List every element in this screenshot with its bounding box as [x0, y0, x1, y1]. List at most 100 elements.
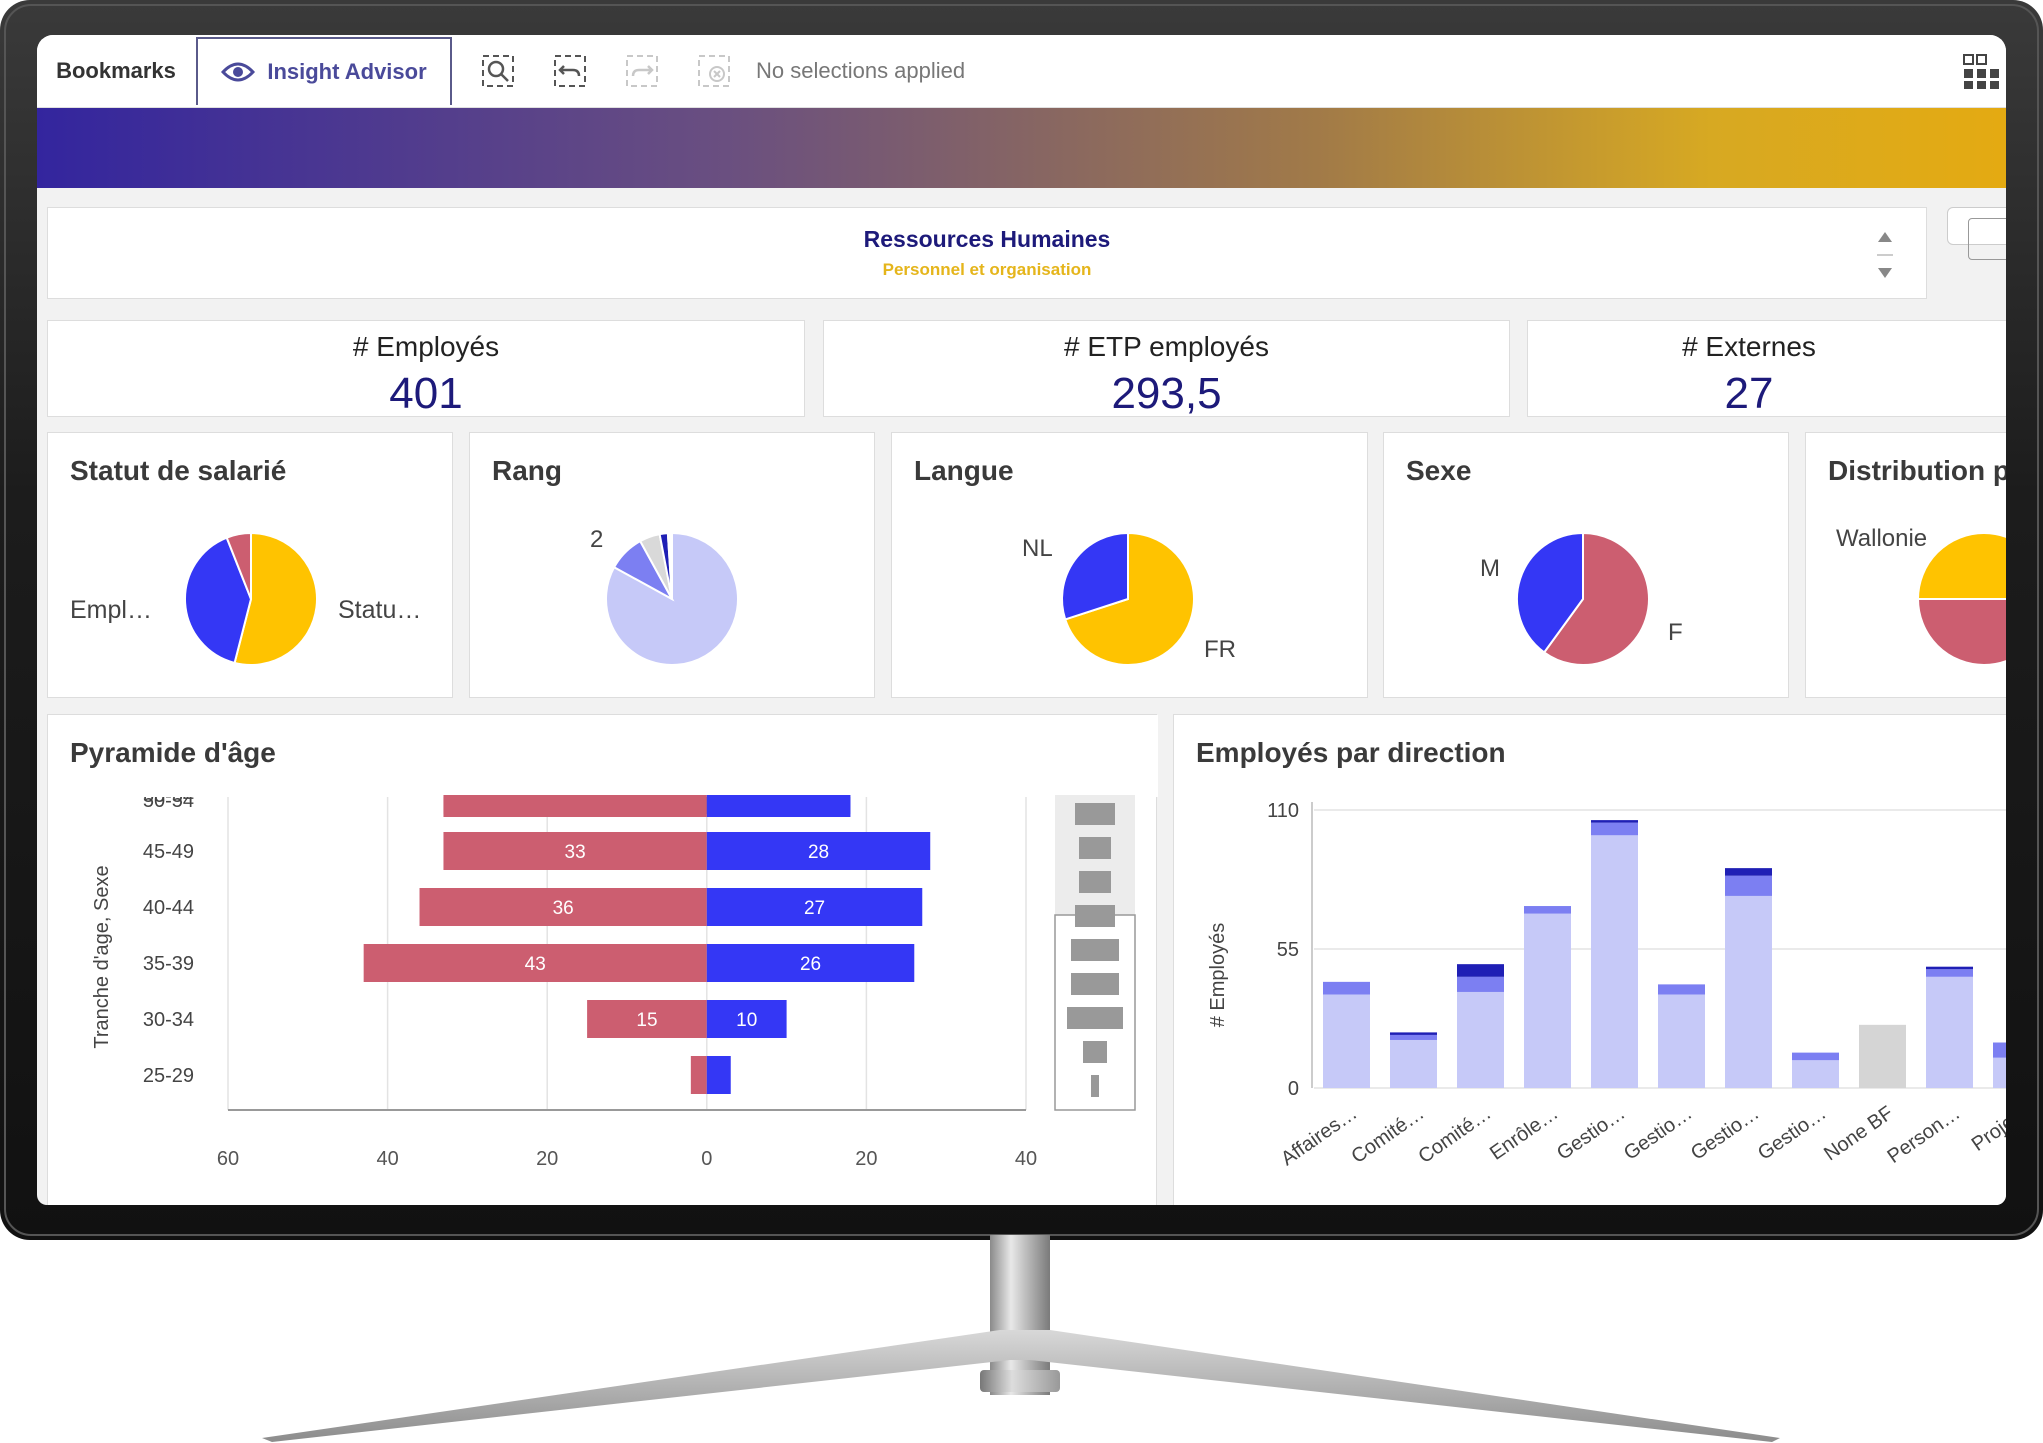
pie-slice[interactable] — [1916, 598, 2006, 666]
eye-icon — [221, 62, 256, 82]
x-tick-label: 40 — [376, 1148, 398, 1170]
kpi-externes: # Externes 27 — [1527, 320, 2006, 418]
bookmarks-button[interactable]: Bookmarks — [56, 58, 176, 83]
pie-slice[interactable] — [1061, 531, 1129, 621]
direction-bar-segment[interactable] — [1323, 994, 1370, 1088]
pyramid-bar[interactable] — [587, 1000, 707, 1038]
pie-chart-statut[interactable]: Empl… Statu… — [48, 433, 454, 699]
kpi-label: # ETP employés — [1064, 331, 1269, 362]
insight-advisor-button[interactable]: Insight Advisor — [196, 37, 452, 105]
pie-slice[interactable] — [1063, 531, 1195, 666]
pie-slice[interactable] — [666, 531, 673, 600]
pie-chart-langue[interactable]: NL FR — [892, 433, 1369, 699]
pie-slice[interactable] — [233, 531, 318, 666]
x-tick-label: Gestio… — [1553, 1102, 1629, 1165]
bar-data-label: 27 — [804, 898, 825, 919]
pyramid-bar[interactable] — [706, 832, 931, 870]
direction-bar-segment[interactable] — [1457, 964, 1504, 977]
direction-bar-segment[interactable] — [1926, 976, 1973, 1088]
monitor-stand-neck — [990, 1235, 1050, 1395]
pyramid-bar[interactable] — [443, 795, 707, 817]
kpi-employes: # Employés 401 — [47, 320, 805, 418]
direction-bar-segment[interactable] — [1457, 976, 1504, 992]
pie-chart-distribution[interactable]: Wallonie — [1806, 433, 2006, 699]
x-tick-label: Person… — [1883, 1102, 1964, 1168]
pie-card-langue[interactable]: Langue NL FR — [891, 432, 1368, 698]
pie-card-rang[interactable]: Rang 2 — [469, 432, 875, 698]
pyramid-bar[interactable] — [419, 888, 707, 926]
side-tab[interactable] — [1947, 207, 2006, 260]
clear-selections-icon[interactable] — [696, 53, 732, 89]
minimap-scrollbar[interactable] — [1054, 795, 1136, 1111]
direction-bar-segment[interactable] — [1390, 1034, 1437, 1040]
direction-bar-segment[interactable] — [1390, 1039, 1437, 1088]
direction-bar-segment[interactable] — [1524, 913, 1571, 1088]
step-back-icon[interactable] — [552, 53, 588, 89]
direction-bar-segment[interactable] — [1725, 895, 1772, 1088]
minimap-bar — [1075, 803, 1115, 825]
direction-bar-segment[interactable] — [1859, 1024, 1906, 1088]
pie-slice[interactable] — [1916, 532, 2006, 600]
direction-bar-segment[interactable] — [1591, 820, 1638, 823]
bar-data-label: 33 — [565, 842, 586, 863]
direction-bar-segment[interactable] — [1725, 875, 1772, 896]
x-tick-label: 20 — [855, 1148, 877, 1170]
direction-bar-segment[interactable] — [1323, 981, 1370, 995]
direction-bar-segment[interactable] — [1926, 969, 1973, 977]
direction-bar-segment[interactable] — [1792, 1052, 1839, 1061]
direction-bar-segment[interactable] — [1390, 1032, 1437, 1035]
bar-data-label: 28 — [808, 842, 829, 863]
pie-card-sexe[interactable]: Sexe M F — [1383, 432, 1789, 698]
direction-bar-segment[interactable] — [1591, 822, 1638, 836]
monitor-stand-base — [262, 1330, 1780, 1442]
bar-data-label: 10 — [736, 1010, 757, 1031]
pie-slice[interactable] — [1542, 531, 1650, 666]
smart-search-icon[interactable] — [480, 53, 516, 89]
pyramid-bar[interactable] — [706, 1000, 787, 1038]
pie-card-statut[interactable]: Statut de salarié Empl… Statu… — [47, 432, 453, 698]
direction-bar-segment[interactable] — [1792, 1060, 1839, 1088]
pie-label: Empl… — [70, 596, 152, 624]
pyramid-bar[interactable] — [706, 944, 915, 982]
y-tick-label: 55 — [1277, 939, 1299, 961]
pyramid-bar[interactable] — [706, 795, 851, 817]
pyramid-bar[interactable] — [690, 1056, 707, 1094]
scroll-arrows-icon[interactable] — [1874, 228, 1896, 282]
grid-menu-icon[interactable] — [1960, 51, 2000, 91]
selections-status: No selections applied — [756, 58, 966, 83]
direction-bar-segment[interactable] — [1658, 994, 1705, 1088]
pyramid-bar[interactable] — [443, 832, 707, 870]
pie-chart-rang[interactable]: 2 — [470, 433, 876, 699]
x-tick-label: Comité… — [1414, 1102, 1495, 1168]
direction-bar-segment[interactable] — [1457, 991, 1504, 1088]
pie-slice[interactable] — [605, 531, 739, 666]
employees-by-direction-card[interactable]: Employés par direction 0 55 110 # Employés A… — [1173, 714, 2006, 1205]
pie-label: M — [1480, 555, 1500, 582]
direction-bar-segment[interactable] — [1591, 835, 1638, 1088]
pie-card-distribution[interactable]: Distribution p Wallonie — [1805, 432, 2006, 698]
bar-data-label: 43 — [525, 954, 546, 975]
direction-bar-segment[interactable] — [1725, 868, 1772, 876]
direction-bar-segment[interactable] — [1993, 1042, 2006, 1058]
pyramid-bar[interactable] — [363, 944, 707, 982]
pie-title: Statut de salarié — [70, 455, 287, 486]
pie-label: F — [1668, 619, 1683, 646]
pie-slice[interactable] — [184, 536, 253, 665]
direction-bar-segment[interactable] — [1524, 906, 1571, 914]
direction-bar-segment[interactable] — [1658, 984, 1705, 995]
pyramid-bar[interactable] — [706, 888, 923, 926]
step-forward-icon[interactable] — [624, 53, 660, 89]
pyramid-bar[interactable] — [706, 1056, 731, 1094]
x-tick-label: Gestio… — [1687, 1102, 1763, 1165]
direction-bar-segment[interactable] — [1993, 1057, 2006, 1088]
page-subtitle: Personnel et organisation — [882, 260, 1092, 279]
pie-slice[interactable] — [225, 531, 252, 600]
page-title: Ressources Humaines — [863, 226, 1111, 252]
pie-chart-sexe[interactable]: M F — [1384, 433, 1790, 699]
pie-slice[interactable] — [1516, 531, 1584, 654]
x-tick-label: Gestio… — [1754, 1102, 1830, 1165]
direction-bar-segment[interactable] — [1926, 966, 1973, 970]
